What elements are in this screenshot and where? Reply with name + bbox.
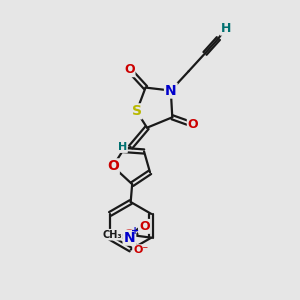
Text: S: S (132, 104, 142, 118)
Text: O: O (188, 118, 198, 131)
Text: H: H (118, 142, 127, 152)
Text: O⁻: O⁻ (133, 245, 148, 255)
Text: O: O (124, 228, 134, 241)
Text: O: O (139, 220, 150, 233)
Text: O: O (107, 159, 119, 173)
Text: CH₃: CH₃ (102, 230, 122, 240)
Text: N: N (124, 231, 135, 245)
Text: N: N (165, 84, 177, 98)
Text: +: + (131, 226, 139, 236)
Text: O: O (124, 63, 134, 76)
Text: H: H (220, 22, 231, 34)
